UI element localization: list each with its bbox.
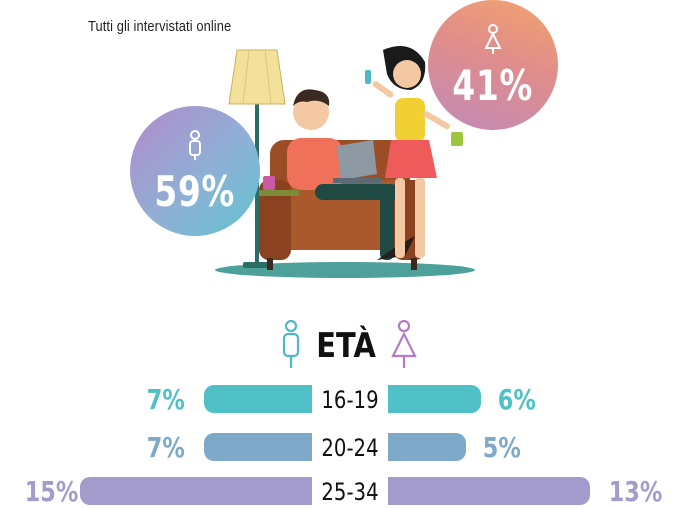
age-row: 7% 16-19 6% xyxy=(0,385,677,415)
age-range-label: 16-19 xyxy=(321,386,379,414)
subtitle: Tutti gli intervistati online xyxy=(88,18,232,35)
female-percentage: 41% xyxy=(452,60,534,110)
male-age-percentage: 7% xyxy=(146,431,185,464)
female-age-percentage: 5% xyxy=(482,431,521,464)
female-share-bubble: 41% xyxy=(428,0,558,130)
female-outline-icon xyxy=(391,319,417,373)
male-age-percentage: 15% xyxy=(24,475,78,508)
female-age-bar xyxy=(388,433,466,461)
male-icon xyxy=(187,129,203,165)
female-age-bar xyxy=(388,477,590,505)
male-age-percentage: 7% xyxy=(146,383,185,416)
age-range-label: 20-24 xyxy=(321,434,379,462)
male-percentage: 59% xyxy=(154,166,236,216)
female-icon xyxy=(484,23,502,59)
age-row: 15% 25-34 13% xyxy=(0,477,677,507)
female-age-bar xyxy=(388,385,481,413)
male-age-bar xyxy=(203,433,312,461)
age-row: 7% 20-24 5% xyxy=(0,433,677,463)
female-age-percentage: 13% xyxy=(608,475,662,508)
male-outline-icon xyxy=(281,319,301,373)
male-age-bar xyxy=(203,385,312,413)
female-age-percentage: 6% xyxy=(497,383,536,416)
age-title: ETÀ xyxy=(316,326,376,366)
male-share-bubble: 59% xyxy=(130,106,260,236)
age-range-label: 25-34 xyxy=(321,478,379,506)
age-section-header: ETÀ xyxy=(281,318,417,374)
male-age-bar xyxy=(79,477,312,505)
people-on-couch-illustration xyxy=(215,46,475,278)
